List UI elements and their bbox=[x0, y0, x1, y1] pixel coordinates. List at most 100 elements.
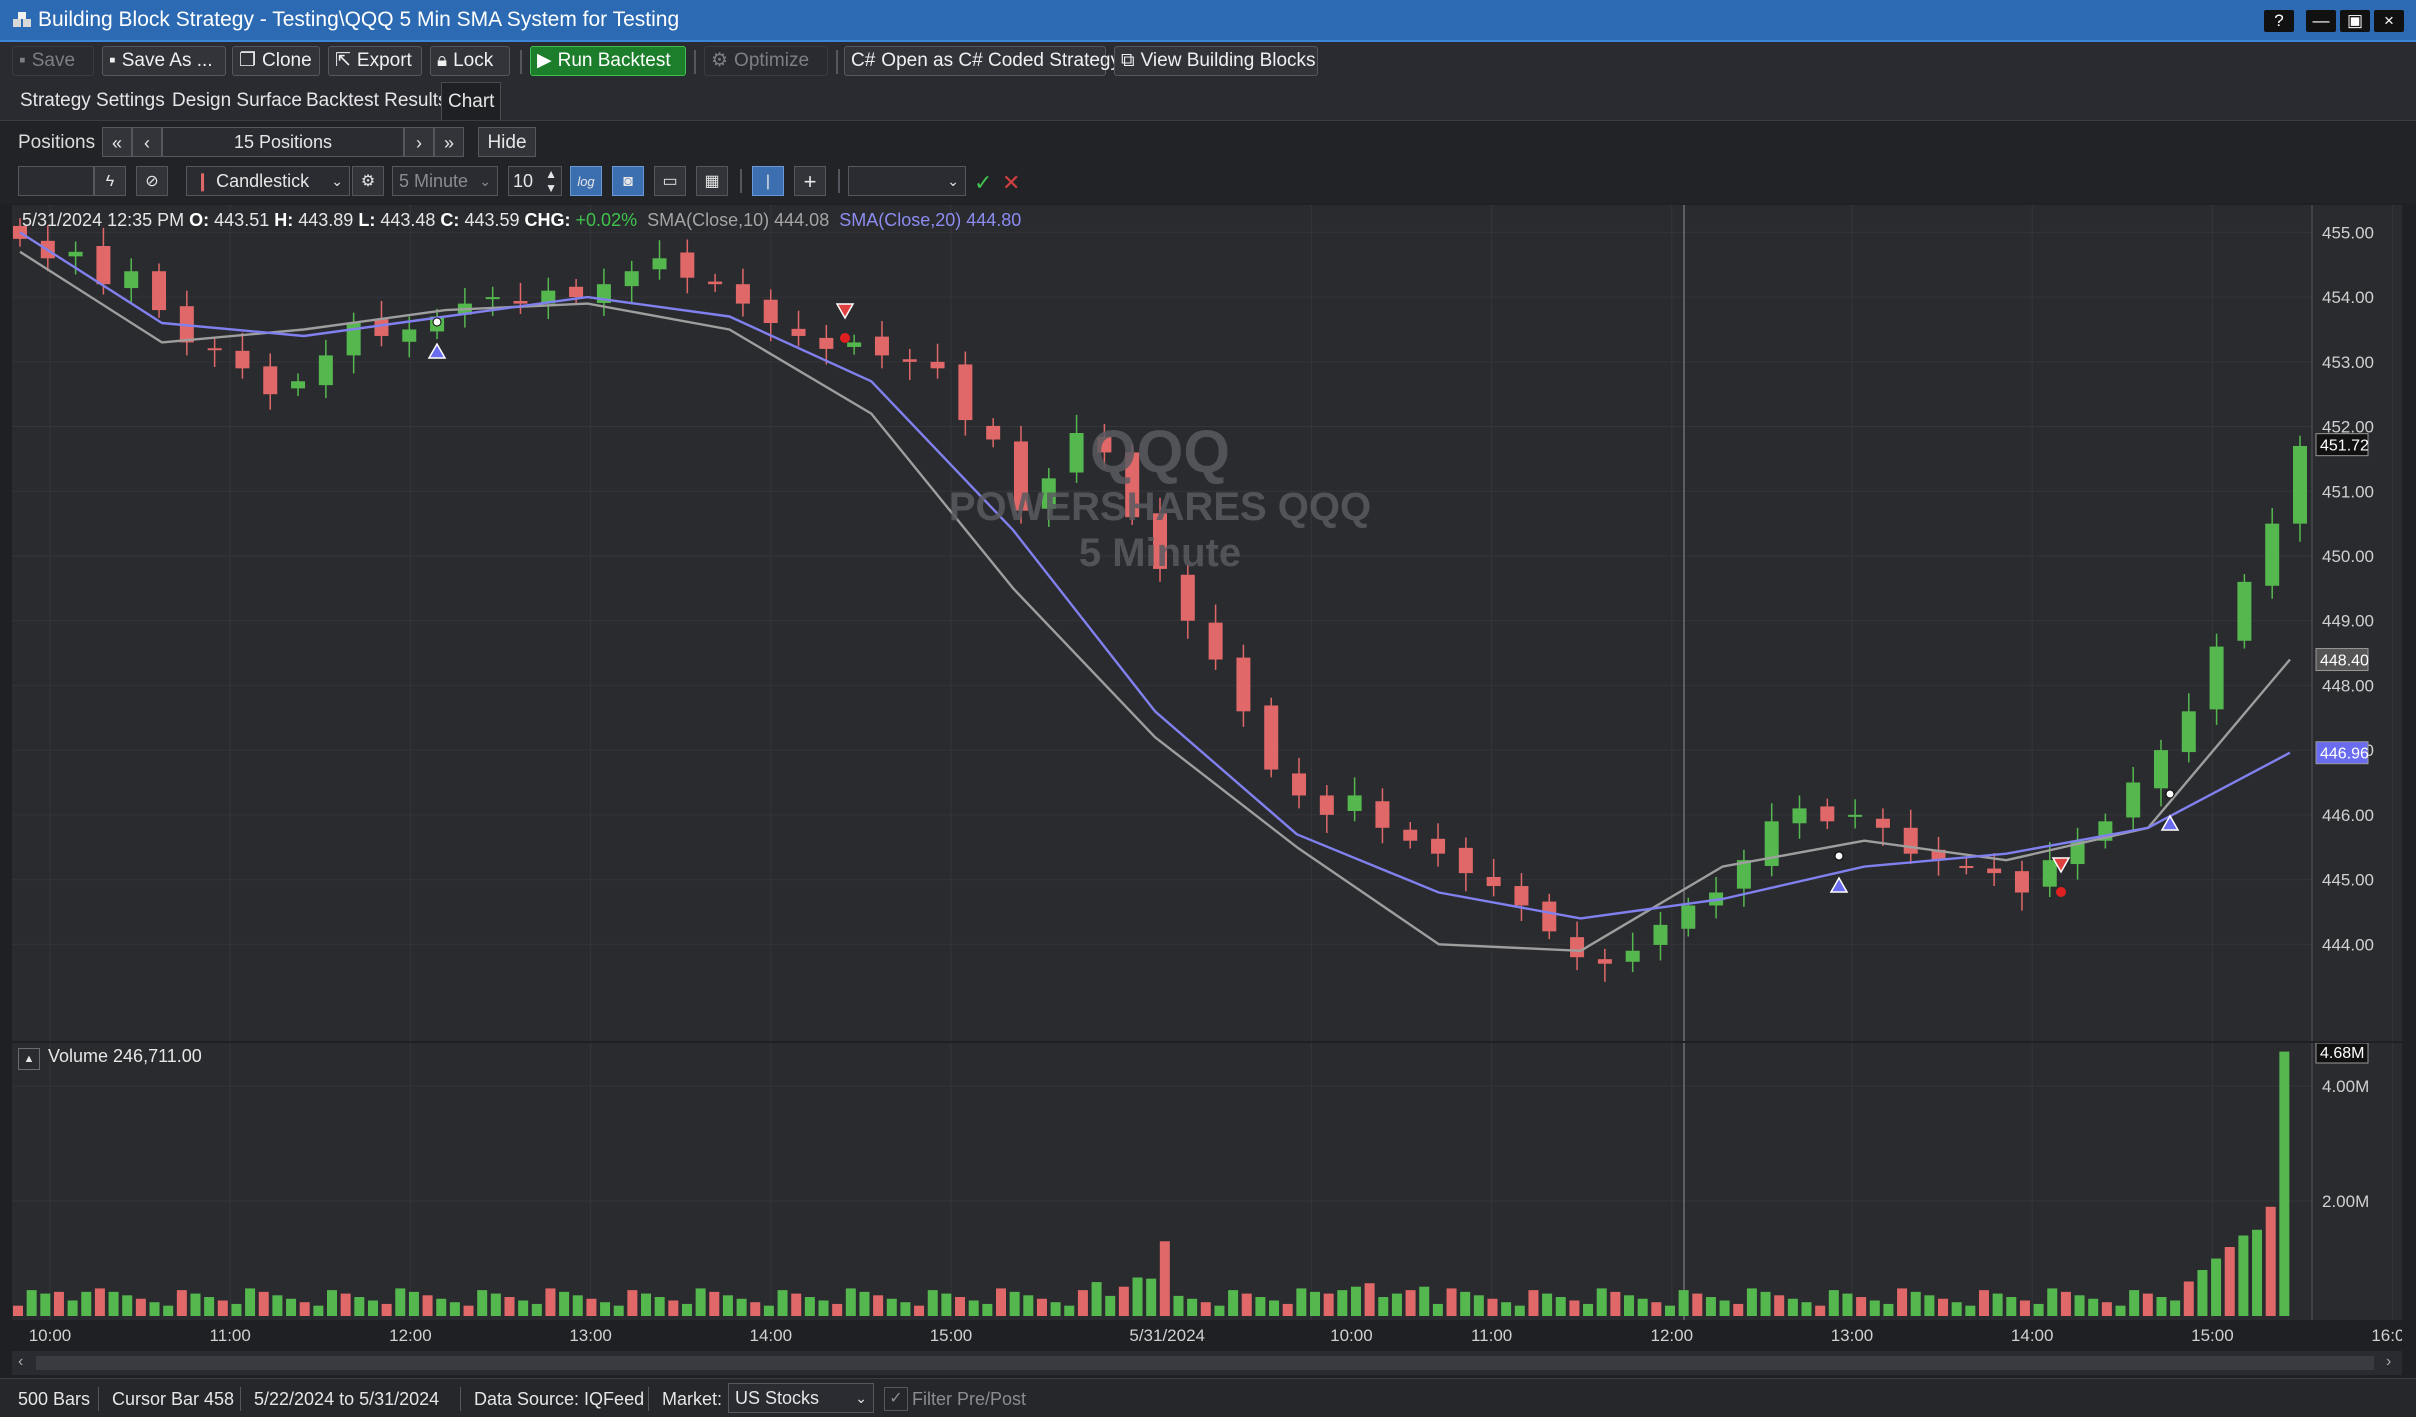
volume-bar bbox=[804, 1297, 815, 1316]
bar-spacing-stepper[interactable]: 10 ▲ ▼ bbox=[508, 166, 562, 196]
first-position-button[interactable]: « bbox=[102, 127, 132, 157]
close-button[interactable]: × bbox=[2374, 10, 2404, 32]
volume-bar bbox=[1883, 1303, 1894, 1316]
tab-chart[interactable]: Chart bbox=[441, 82, 502, 120]
volume-axis-label: 4.00M bbox=[2322, 1077, 2369, 1096]
candle-body bbox=[235, 350, 250, 369]
time-axis-label: 15:00 bbox=[2191, 1326, 2234, 1345]
volume-bar bbox=[1282, 1303, 1293, 1316]
open-csharp-button[interactable]: C# Open as C# Coded Strategy bbox=[844, 46, 1120, 76]
volume-bar bbox=[1077, 1290, 1088, 1316]
volume-bar bbox=[40, 1293, 51, 1316]
volume-bar bbox=[695, 1288, 706, 1316]
candle-body bbox=[2181, 711, 2196, 753]
candle-body bbox=[68, 251, 83, 257]
scroll-right-icon[interactable]: › bbox=[2386, 1353, 2392, 1370]
price-chart[interactable]: 455.00 454.00 453.00 452.00 451.00 450.00 449.… bbox=[12, 205, 2402, 1041]
clone-button[interactable]: ❐ Clone bbox=[232, 46, 320, 76]
x-icon[interactable]: ✕ bbox=[1002, 170, 1021, 195]
candle-body bbox=[819, 337, 834, 349]
volume-bar bbox=[1200, 1302, 1211, 1316]
status-separator bbox=[240, 1387, 241, 1411]
volume-bar bbox=[1432, 1303, 1443, 1316]
time-axis-label: 11:00 bbox=[210, 1326, 251, 1345]
check-icon[interactable]: ✓ bbox=[974, 170, 993, 195]
cursor-line-icon[interactable]: | bbox=[752, 166, 784, 196]
scroll-left-icon[interactable]: ‹ bbox=[18, 1353, 24, 1370]
last-position-button[interactable]: » bbox=[434, 127, 464, 157]
volume-bar bbox=[1091, 1282, 1102, 1316]
lightning-icon[interactable]: ϟ bbox=[94, 166, 126, 196]
volume-bar bbox=[367, 1300, 378, 1316]
market-dropdown[interactable]: US Stocks ⌄ bbox=[728, 1383, 874, 1413]
lock-button[interactable]: 🔒︎ Lock bbox=[430, 46, 510, 76]
log-scale-toggle[interactable]: log bbox=[570, 166, 602, 196]
hide-positions-button[interactable]: Hide bbox=[478, 127, 536, 157]
save-button[interactable]: ▪ Save bbox=[12, 46, 94, 76]
export-button[interactable]: ⇱ Export bbox=[328, 46, 422, 76]
price-axis-label: 444.00 bbox=[2322, 935, 2374, 954]
maximize-button[interactable]: ▣ bbox=[2340, 10, 2370, 32]
export-icon: ⇱ bbox=[335, 50, 351, 71]
crosshair-icon[interactable]: + bbox=[794, 166, 826, 196]
link-icon[interactable]: ⊘ bbox=[136, 166, 168, 196]
scale-dropdown[interactable]: 5 Minute ⌄ bbox=[392, 166, 498, 196]
calendar-icon[interactable]: ▦ bbox=[696, 166, 728, 196]
volume-bar bbox=[982, 1303, 993, 1316]
volume-bar bbox=[1651, 1302, 1662, 1316]
volume-bar bbox=[1255, 1297, 1266, 1316]
chart-style-dropdown[interactable]: ❙ Candlestick ⌄ bbox=[186, 166, 350, 196]
next-position-button[interactable]: › bbox=[404, 127, 434, 157]
volume-bar bbox=[791, 1293, 802, 1316]
volume-bar bbox=[1173, 1295, 1184, 1316]
volume-pane[interactable]: 4.00M 2.00M 4.68M bbox=[12, 1042, 2402, 1320]
price-axis-label: 445.00 bbox=[2322, 871, 2374, 890]
candle-body bbox=[1597, 959, 1612, 964]
volume-bar bbox=[1419, 1286, 1430, 1316]
last-price-tag-bg bbox=[2315, 433, 2369, 457]
settings-icon[interactable]: ⚙ bbox=[352, 166, 384, 196]
time-axis-label: 10:00 bbox=[29, 1326, 72, 1345]
volume-bar bbox=[1583, 1303, 1594, 1316]
candle-body bbox=[1820, 806, 1835, 822]
volume-bar bbox=[2211, 1258, 2222, 1316]
help-button[interactable]: ? bbox=[2264, 10, 2294, 32]
tab-design-surface[interactable]: Design Surface bbox=[172, 90, 302, 111]
volume-bar bbox=[1624, 1295, 1635, 1316]
candle-body bbox=[847, 342, 862, 347]
candle-body bbox=[1625, 950, 1640, 962]
horizontal-scrollbar[interactable]: ‹ › bbox=[12, 1351, 2402, 1375]
candle-body bbox=[1458, 847, 1473, 874]
symbol-input[interactable] bbox=[18, 166, 94, 196]
tab-backtest-results[interactable]: Backtest Results bbox=[306, 90, 448, 111]
volume-bar bbox=[1460, 1291, 1471, 1316]
main-toolbar: ▪ Save ▪ Save As ... ❐ Clone ⇱ Export 🔒︎ Lock… bbox=[0, 42, 2416, 82]
minimize-button[interactable]: — bbox=[2306, 10, 2336, 32]
volume-bar bbox=[1774, 1295, 1785, 1316]
filter-prepost-checkbox[interactable]: ✓ bbox=[884, 1387, 908, 1411]
tab-strategy-settings[interactable]: Strategy Settings bbox=[20, 90, 165, 111]
collapse-pane-icon[interactable]: ▲ bbox=[18, 1048, 40, 1070]
volume-chart[interactable]: 4.00M 2.00M 4.68M bbox=[12, 1042, 2402, 1320]
volume-bar bbox=[1146, 1278, 1157, 1316]
price-pane[interactable]: 455.00 454.00 453.00 452.00 451.00 450.00 449.… bbox=[12, 205, 2402, 1041]
candle-body bbox=[569, 286, 584, 298]
view-building-blocks-button[interactable]: ⧉ View Building Blocks bbox=[1114, 46, 1318, 76]
scroll-thumb[interactable] bbox=[36, 1356, 2374, 1370]
save-as-button[interactable]: ▪ Save As ... bbox=[102, 46, 226, 76]
run-backtest-button[interactable]: ▶ Run Backtest bbox=[530, 46, 686, 76]
volume-bar bbox=[709, 1291, 720, 1316]
optimize-button[interactable]: ⚙ Optimize bbox=[704, 46, 828, 76]
exit-dot bbox=[840, 333, 850, 343]
previous-position-button[interactable]: ‹ bbox=[132, 127, 162, 157]
volume-bar bbox=[1446, 1288, 1457, 1316]
sma20-price-tag-text: 446.96 bbox=[2320, 746, 2369, 763]
volume-bar bbox=[327, 1290, 338, 1316]
volume-bar bbox=[2238, 1235, 2249, 1316]
volume-bar bbox=[2224, 1247, 2235, 1316]
building-blocks-icon: ⧉ bbox=[1121, 50, 1135, 71]
positions-selector[interactable]: 15 Positions bbox=[162, 127, 404, 157]
drawing-tool-dropdown[interactable]: ⌄ bbox=[848, 166, 966, 196]
screenshot-icon[interactable]: ◙ bbox=[612, 166, 644, 196]
pane-icon[interactable]: ▭ bbox=[654, 166, 686, 196]
